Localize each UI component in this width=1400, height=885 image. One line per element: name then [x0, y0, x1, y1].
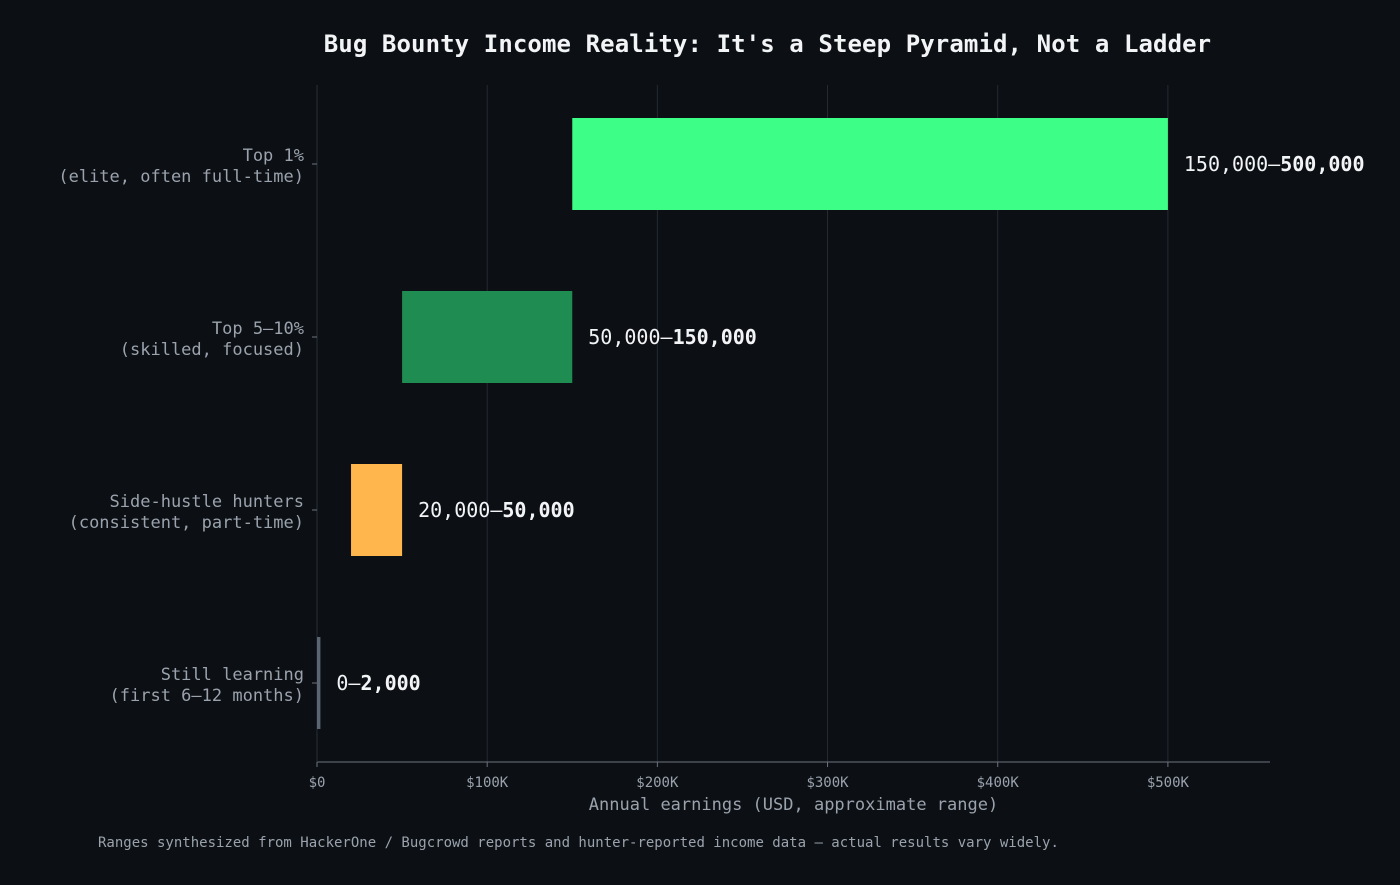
- range-value-label: 20,000–50,000: [418, 498, 575, 522]
- range-bar: [572, 118, 1168, 210]
- range-bar: [351, 464, 403, 556]
- category-label: Top 5–10%: [212, 319, 304, 339]
- range-bar: [317, 637, 321, 729]
- x-tick-label: $400K: [977, 775, 1020, 791]
- range-value-label: 0–2,000: [336, 671, 420, 695]
- x-tick-label: $0: [309, 775, 326, 791]
- footnote: Ranges synthesized from HackerOne / Bugc…: [98, 835, 1059, 851]
- x-axis-label: Annual earnings (USD, approximate range): [589, 795, 998, 815]
- category-sublabel: (elite, often full-time): [58, 167, 304, 187]
- category-label: Still learning: [161, 665, 304, 685]
- range-low-text: 20,000–: [418, 498, 503, 522]
- x-tick-label: $200K: [636, 775, 679, 791]
- category-label: Side-hustle hunters: [110, 492, 304, 512]
- category-sublabel: (first 6–12 months): [110, 686, 304, 706]
- range-high-text: 2,000: [360, 671, 420, 695]
- range-high-text: 150,000: [673, 325, 757, 349]
- x-tick-label: $300K: [806, 775, 849, 791]
- range-low-text: 50,000–: [588, 325, 673, 349]
- range-value-label: 150,000–500,000: [1184, 152, 1365, 176]
- range-low-text: 0–: [336, 671, 361, 695]
- x-tick-label: $500K: [1147, 775, 1190, 791]
- x-tick-label: $100K: [466, 775, 509, 791]
- range-low-text: 150,000–: [1184, 152, 1281, 176]
- range-high-text: 500,000: [1280, 152, 1364, 176]
- category-label: Top 1%: [243, 146, 304, 166]
- chart-title: Bug Bounty Income Reality: It's a Steep …: [323, 30, 1212, 58]
- category-sublabel: (consistent, part-time): [69, 513, 304, 533]
- range-bar: [402, 291, 573, 383]
- range-high-text: 50,000: [502, 498, 574, 522]
- range-value-label: 50,000–150,000: [588, 325, 757, 349]
- category-sublabel: (skilled, focused): [120, 340, 304, 360]
